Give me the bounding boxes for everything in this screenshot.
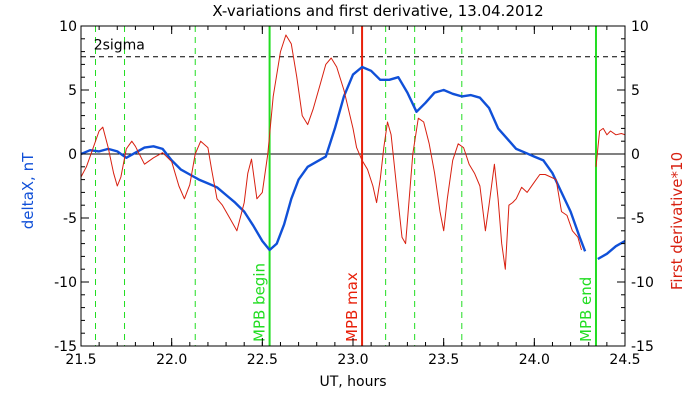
x-tick-label: 23.0 bbox=[337, 352, 368, 368]
x-tick-label: 24.5 bbox=[609, 352, 640, 368]
y-tick-label-right: -5 bbox=[631, 211, 645, 227]
sigma-label: 2sigma bbox=[94, 38, 145, 54]
x-tick-label: 24.0 bbox=[519, 352, 550, 368]
y-tick-label-right: 0 bbox=[631, 147, 640, 163]
mpb-max-label: MPB max bbox=[343, 272, 361, 342]
y-tick-label-right: 5 bbox=[631, 83, 640, 99]
x-tick-label: 22.0 bbox=[156, 352, 187, 368]
y-tick-label-right: -15 bbox=[631, 339, 654, 355]
y-tick-label-left: 0 bbox=[68, 147, 77, 163]
x-tick-label: 21.5 bbox=[65, 352, 96, 368]
y-axis-label-left: deltaX, nT bbox=[19, 152, 37, 229]
derivative-series-segment-2 bbox=[595, 127, 625, 167]
x-tick-label: 23.5 bbox=[428, 352, 459, 368]
x-tick-label: 22.5 bbox=[247, 352, 278, 368]
y-tick-label-left: -10 bbox=[54, 275, 77, 291]
y-tick-label-left: 5 bbox=[68, 83, 77, 99]
x-axis-label: UT, hours bbox=[319, 374, 386, 390]
y-axis-label-right: First derivative*10 bbox=[668, 152, 686, 290]
y-tick-label-right: 10 bbox=[631, 19, 649, 35]
deltax-series-segment-1 bbox=[81, 65, 587, 252]
deltax-series-segment-2 bbox=[597, 239, 625, 261]
y-tick-label-left: -15 bbox=[54, 339, 77, 355]
mpb-end-label: MPB end bbox=[577, 277, 595, 342]
y-tick-label-left: 10 bbox=[59, 19, 77, 35]
derivative-series-segment-1 bbox=[81, 34, 582, 270]
y-tick-label-left: -5 bbox=[63, 211, 77, 227]
mpb-begin-label: MPB begin bbox=[251, 263, 269, 342]
y-tick-label-right: -10 bbox=[631, 275, 654, 291]
chart-title: X-variations and first derivative, 13.04… bbox=[212, 2, 543, 20]
